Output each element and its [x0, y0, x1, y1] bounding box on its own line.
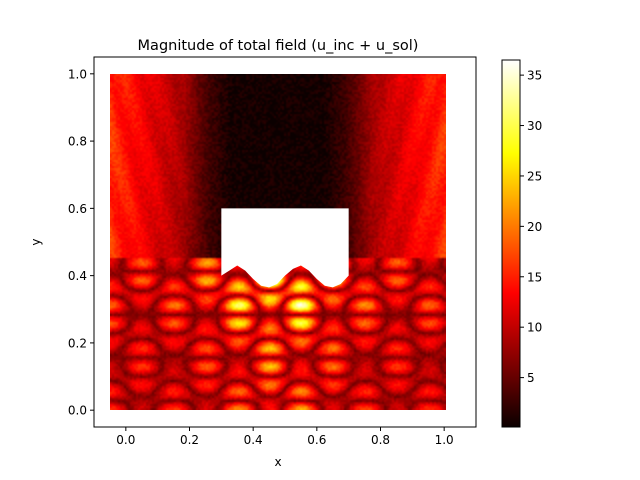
- x-axis-label: x: [274, 455, 281, 469]
- colorbar-tick-label: 35: [527, 69, 542, 83]
- colorbar-tick-label: 20: [527, 220, 542, 234]
- obstacle-shape: [221, 208, 349, 288]
- y-tick-label: 0.6: [68, 202, 87, 216]
- x-tick-label: 0.6: [307, 433, 326, 447]
- colorbar-tick-label: 10: [527, 321, 542, 335]
- x-tick-label: 0.0: [116, 433, 135, 447]
- y-tick-label: 0.4: [68, 269, 87, 283]
- x-tick-label: 0.2: [180, 433, 199, 447]
- colorbar-tick-label: 5: [527, 371, 535, 385]
- y-axis: 0.0 0.2 0.4 0.6 0.8 1.0: [68, 67, 94, 418]
- colorbar-frame: [501, 59, 521, 428]
- colorbar: 5 10 15 20 25 30 35: [501, 59, 542, 428]
- colorbar-tick-label: 15: [527, 270, 542, 284]
- colorbar-gradient: [502, 60, 520, 427]
- colorbar-tick-label: 25: [527, 169, 542, 183]
- x-tick-label: 0.4: [244, 433, 263, 447]
- y-tick-label: 0.0: [68, 404, 87, 418]
- chart-title: Magnitude of total field (u_inc + u_sol): [138, 38, 419, 54]
- y-tick-label: 0.2: [68, 336, 87, 350]
- x-axis: 0.0 0.2 0.4 0.6 0.8 1.0: [116, 427, 454, 447]
- x-tick-label: 0.8: [371, 433, 390, 447]
- colorbar-ticks: 5 10 15 20 25 30 35: [520, 69, 542, 385]
- colorbar-tick-label: 30: [527, 119, 542, 133]
- axes-frame: [93, 56, 477, 428]
- x-tick-label: 1.0: [435, 433, 454, 447]
- y-axis-label: y: [29, 238, 43, 245]
- y-tick-label: 0.8: [68, 135, 87, 149]
- y-tick-label: 1.0: [68, 67, 87, 81]
- plot-area: [93, 56, 477, 428]
